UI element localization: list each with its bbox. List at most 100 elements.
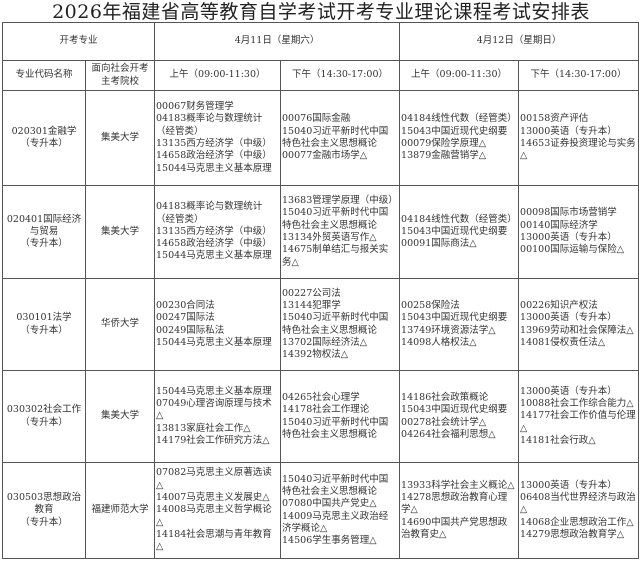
- courses-d1pm: 00076国际金融 15040习近平新时代中国特色社会主义思想概论 00077金融市…: [280, 90, 401, 186]
- page-title: 2026年福建省高等教育自学考试开考专业理论课程考试安排表: [52, 1, 590, 23]
- course-item: 06408当代世界经济与政治△: [520, 492, 636, 516]
- course-item: 14177社会工作价值与伦理△: [520, 410, 636, 434]
- course-item: 13000英语（专升本）: [520, 232, 617, 243]
- course-item: 14278思想政治教育心理学△: [401, 492, 508, 516]
- course-item: 07080中国共产党史△: [282, 498, 377, 510]
- header-row-dates: 开考专业 4月11日（星期六） 4月12日（星期日）: [1, 22, 640, 61]
- course-item: 04264社会福利思想△: [401, 428, 496, 440]
- school-cell: 华侨大学: [84, 278, 156, 371]
- course-item: 13000英语（专升本）: [520, 385, 617, 397]
- course-item: 14658政治经济学（中级）: [156, 238, 272, 250]
- course-item: 15044马克思主义基本原理: [156, 336, 272, 348]
- table-row: 030101法学 （专升本） 华侨大学 00230合同法 00247国际法 00249国际…: [2, 278, 640, 371]
- course-item: 13933科学社会主义概论△: [401, 479, 515, 491]
- course-item: 13879金融营销学△: [401, 150, 487, 162]
- courses-d2am: 04184线性代数（经管类） 15043中国近现代史纲要 00079保险学原理△ 13…: [399, 90, 520, 186]
- major-major: 030302社会工作: [6, 404, 82, 416]
- course-item: 13144犯罪学: [282, 299, 341, 311]
- course-item: 00249国际私法: [156, 324, 225, 336]
- course-item: 13702国际经济法△: [282, 336, 368, 348]
- courses-d2pm: 00158资产评估 13000英语（专升本） 14653证券投资理论与实务△: [518, 90, 640, 186]
- day2-header: 4月12日（星期日）: [399, 22, 640, 61]
- course-item: 00098国际市场营销学: [520, 207, 617, 219]
- courses-d1am: 00067财务管理学 04183概率论与数理统计（经管类） 13135西方经济学（中…: [154, 90, 282, 186]
- courses-d2pm: 13000英语（专升本） 06408当代世界经济与政治△ 14068企业思想政治工作…: [518, 462, 640, 559]
- courses-d1pm: 00227公司法 13144犯罪学 15040习近平新时代中国特色社会主义思想概论 1…: [280, 278, 401, 371]
- course-item: 14675制单结汇与报关实务△: [282, 244, 389, 268]
- courses-d2pm: 00226知识产权法 13000英语（专升本） 13969劳动和社会保障法△ 1408…: [518, 278, 640, 371]
- course-item: 14081侵权责任法△: [520, 336, 606, 348]
- course-item: 14009马克思主义政治经济学概论△: [282, 510, 389, 534]
- major-group-header: 开考专业: [1, 22, 156, 61]
- course-item: 15043中国近现代史纲要: [401, 125, 508, 137]
- course-item: 15044马克思主义基本原理: [156, 250, 272, 262]
- day1-header: 4月11日（星期六）: [154, 22, 401, 61]
- course-item: 13135西方经济学（中级）: [156, 138, 272, 149]
- major-cell: 020401国际经济与贸易 （专升本）: [2, 185, 86, 279]
- course-item: 14506学生事务管理△: [282, 535, 377, 547]
- course-item: 14007马克思主义发展史△: [156, 492, 270, 504]
- course-item: 14392物权法△: [282, 349, 349, 361]
- courses-d1am: 07082马克思主义原著选读△ 14007马克思主义发展史△ 14008马克思主义哲…: [154, 462, 282, 559]
- course-item: 04183概率论与数理统计（经管类）: [156, 113, 263, 137]
- table-row: 030503思想政治教育 （专升本） 福建师范大学 07082马克思主义原著选读△ 14…: [2, 462, 640, 559]
- courses-d1am: 00230合同法 00247国际法 00249国际私法 15044马克思主义基本原理: [154, 278, 282, 371]
- major-major: 030101法学: [16, 312, 72, 324]
- course-item: 14068企业思想政治工作△: [520, 516, 634, 528]
- course-item: 14179社会工作研究方法△: [156, 434, 270, 446]
- course-item: 13000英语（专升本）: [520, 479, 617, 491]
- major-level: （专升本）: [20, 416, 68, 428]
- course-item: 13134外贸英语写作△: [282, 232, 377, 243]
- day1-pm-header: 下午（14:30-17:00）: [280, 60, 401, 91]
- course-item: 13000英语（专升本）: [520, 312, 617, 324]
- major-level: （专升本）: [20, 138, 68, 149]
- school-cell: 集美大学: [84, 90, 156, 186]
- major-cell: 030503思想政治教育 （专升本）: [2, 462, 86, 559]
- school-cell: 集美大学: [84, 370, 156, 463]
- exam-schedule-table: 开考专业 4月11日（星期六） 4月12日（星期日） 专业代码名称 面向社会开考…: [1, 22, 640, 559]
- school-header: 面向社会开考主考院校: [84, 60, 156, 91]
- course-item: 13683管理学原理（中级）: [282, 195, 398, 207]
- course-item: 14098人格权法△: [401, 336, 477, 348]
- course-item: 00227公司法: [282, 287, 341, 299]
- course-item: 00077金融市场学△: [282, 150, 368, 162]
- course-item: 14186社会政策概论: [401, 391, 489, 403]
- major-level: （专升本）: [20, 516, 68, 528]
- course-item: 00100国际运输与保险△: [520, 244, 625, 256]
- course-item: 14178社会工作理论: [282, 404, 370, 416]
- courses-d2pm: 13000英语（专升本） 10088社会工作综合能力△ 14177社会工作价值与伦理…: [518, 370, 640, 463]
- course-item: 04184线性代数（经管类）: [401, 113, 517, 125]
- course-item: 15040习近平新时代中国特色社会主义思想概论: [282, 125, 389, 149]
- course-item: 04265社会心理学: [282, 391, 360, 403]
- course-item: 00140国际经济学: [520, 219, 598, 231]
- courses-d1am: 04183概率论与数理统计（经管类） 13135西方经济学（中级） 14658政治经…: [154, 185, 282, 279]
- major-code-header: 专业代码名称: [2, 60, 86, 91]
- major-cell: 020301金融学 （专升本）: [2, 90, 86, 186]
- courses-d1pm: 04265社会心理学 14178社会工作理论 15040习近平新时代中国特色社会主义…: [280, 370, 401, 463]
- course-item: 15043中国近现代史纲要: [401, 225, 508, 237]
- courses-d2am: 13933科学社会主义概论△ 14278思想政治教育心理学△ 14690中国共产党思…: [399, 462, 520, 559]
- major-cell: 030302社会工作 （专升本）: [2, 370, 86, 463]
- major-major: 020301金融学: [11, 125, 77, 137]
- courses-d2am: 00258保险法 15043中国近现代史纲要 13749环境资源法学△ 14098人格…: [399, 278, 520, 371]
- day2-am-header: 上午（09:00-11:30）: [399, 60, 520, 91]
- course-item: 04184线性代数（经管类）: [401, 213, 517, 225]
- school-cell: 集美大学: [84, 185, 156, 279]
- header-row-columns: 专业代码名称 面向社会开考主考院校 上午（09:00-11:30） 下午（14:…: [2, 60, 640, 91]
- courses-d2am: 04184线性代数（经管类） 15043中国近现代史纲要 00091国际商法△: [399, 185, 520, 279]
- course-item: 13749环境资源法学△: [401, 324, 496, 336]
- course-item: 14008马克思主义哲学概论△: [156, 504, 272, 528]
- major-major: 020401国际经济与贸易: [6, 213, 82, 237]
- course-item: 15043中国近现代史纲要: [401, 404, 508, 416]
- course-item: 13000英语（专升本）: [520, 125, 617, 137]
- course-item: 10088社会工作综合能力△: [520, 398, 634, 410]
- table-row: 030302社会工作 （专升本） 集美大学 15044马克思主义基本原理 07049心理…: [2, 370, 640, 463]
- courses-d2am: 14186社会政策概论 15043中国近现代史纲要 00278社会统计学△ 04264…: [399, 370, 520, 463]
- major-level: （专升本）: [20, 238, 68, 250]
- course-item: 00076国际金融: [282, 113, 351, 125]
- course-item: 00226知识产权法: [520, 299, 598, 311]
- course-item: 00079保险学原理△: [401, 138, 487, 149]
- course-item: 15043中国近现代史纲要: [401, 312, 508, 324]
- course-item: 07049心理咨询原理与技术△: [156, 398, 272, 422]
- table-row: 020301金融学 （专升本） 集美大学 00067财务管理学 04183概率论与数理统…: [2, 90, 640, 186]
